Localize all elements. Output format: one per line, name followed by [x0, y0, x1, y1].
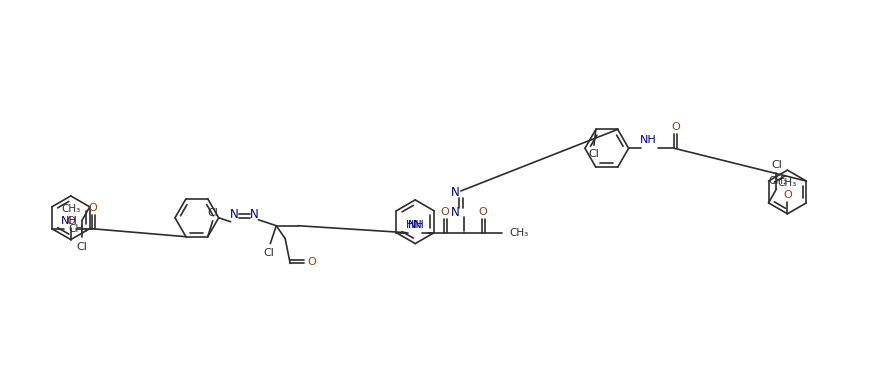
Text: CH₂: CH₂ — [769, 176, 788, 186]
Text: Cl: Cl — [263, 248, 274, 258]
Text: N: N — [450, 186, 459, 200]
Text: Cl: Cl — [588, 149, 599, 159]
Text: CH₂: CH₂ — [69, 224, 87, 234]
Text: CH₃: CH₃ — [778, 178, 797, 188]
Text: HN: HN — [406, 220, 423, 230]
Text: N: N — [231, 208, 239, 221]
Text: O: O — [67, 216, 75, 226]
Text: NH: NH — [61, 216, 77, 226]
Text: Cl: Cl — [771, 160, 782, 170]
Text: CH₃: CH₃ — [509, 228, 529, 238]
Text: O: O — [783, 190, 792, 200]
Text: CH₃: CH₃ — [61, 204, 80, 214]
Text: NH: NH — [640, 135, 657, 146]
Text: O: O — [441, 207, 449, 217]
Text: Cl: Cl — [77, 242, 87, 252]
Text: O: O — [478, 207, 487, 217]
Text: O: O — [308, 258, 316, 267]
Text: O: O — [671, 123, 680, 132]
Text: Cl: Cl — [207, 208, 218, 218]
Text: NH: NH — [408, 220, 425, 230]
Text: O: O — [88, 203, 97, 213]
Text: N: N — [450, 206, 459, 219]
Text: N: N — [250, 208, 259, 221]
